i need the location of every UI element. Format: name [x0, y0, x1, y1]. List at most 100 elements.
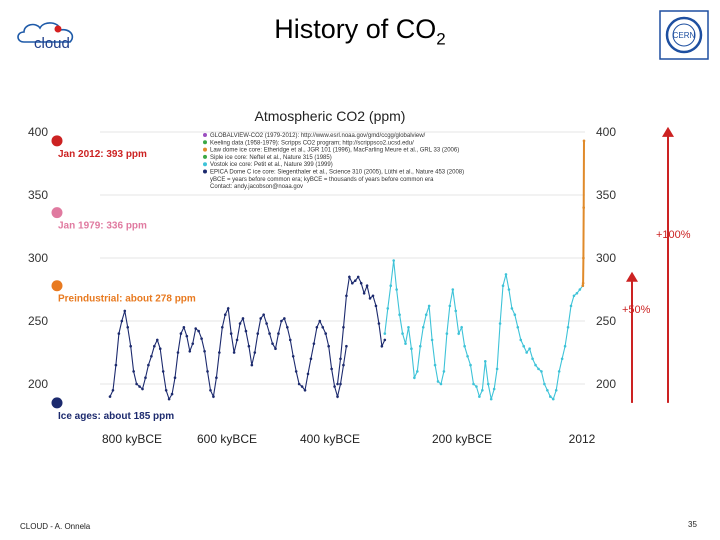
legend-entry: Vostok ice core: Petit et al., Nature 39… [210, 162, 333, 168]
legend-swatch [203, 154, 207, 159]
data-point [554, 389, 558, 392]
data-point [144, 376, 147, 380]
data-point [472, 382, 475, 386]
data-point [345, 344, 348, 348]
data-point [271, 342, 274, 345]
data-point [436, 380, 440, 383]
data-point [421, 326, 425, 329]
data-point [416, 370, 419, 373]
data-point [510, 307, 514, 310]
data-point [339, 382, 342, 386]
legend-entry: Keeling data (1958-1979): Scripps CO2 pr… [210, 140, 414, 146]
data-point [528, 347, 531, 351]
marker-dot [51, 280, 63, 292]
data-point [371, 294, 375, 298]
legend-entry: GLOBALVIEW-CO2 (1979-2012): http://www.e… [210, 133, 426, 139]
data-point [439, 382, 443, 386]
data-point [324, 332, 328, 335]
data-point [220, 326, 224, 329]
data-point [389, 284, 393, 288]
data-point [238, 322, 242, 325]
data-point [513, 313, 517, 317]
data-point [306, 372, 310, 376]
data-point [126, 326, 130, 329]
data-point [581, 284, 585, 288]
data-point [141, 387, 144, 391]
legend-entry: Law dome ice core: Etheridge et al., JGR… [210, 148, 459, 154]
data-point [478, 395, 481, 398]
data-point [374, 304, 378, 308]
data-point [244, 329, 248, 333]
data-point [454, 309, 458, 313]
data-point [291, 354, 295, 358]
data-point [368, 297, 372, 300]
data-point [563, 344, 567, 348]
x-tick-label: 800 kyBCE [102, 432, 162, 446]
data-point [318, 319, 322, 323]
data-point [525, 351, 528, 354]
cern-logo: CERN [659, 10, 709, 60]
data-point [132, 370, 135, 373]
legend-swatch [203, 147, 207, 152]
data-point [235, 338, 239, 342]
data-point [582, 206, 585, 209]
data-point [534, 363, 537, 367]
data-point [277, 332, 280, 335]
data-point [268, 332, 271, 335]
legend-swatch [203, 140, 207, 145]
data-point [315, 326, 319, 329]
data-point [551, 397, 555, 401]
data-point [359, 281, 363, 285]
data-point [407, 326, 410, 329]
data-point [582, 256, 585, 260]
data-point [206, 370, 209, 373]
data-point [489, 397, 493, 401]
data-point [185, 334, 189, 338]
data-point [138, 385, 141, 388]
data-point [516, 326, 520, 329]
marker-dot [51, 207, 63, 219]
data-point [383, 338, 387, 342]
page-number: 35 [688, 520, 697, 529]
marker-dot [51, 135, 63, 147]
data-point [161, 370, 165, 373]
data-point [460, 326, 463, 329]
marker-label: Ice ages: about 185 ppm [58, 411, 174, 422]
data-point [353, 279, 357, 282]
y-tick-label-left: 250 [28, 314, 48, 328]
data-point [176, 351, 180, 354]
data-point [483, 360, 487, 363]
data-point [274, 347, 277, 351]
data-point [404, 342, 407, 345]
data-point [581, 281, 585, 285]
data-point [135, 382, 138, 386]
data-point [200, 337, 203, 340]
data-point [188, 349, 192, 353]
data-point [280, 319, 283, 323]
x-tick-label: 200 kyBCE [432, 432, 492, 446]
data-point [218, 351, 221, 354]
legend-swatch [203, 169, 207, 174]
data-point [424, 313, 428, 317]
y-tick-label-left: 350 [28, 188, 48, 202]
data-point [229, 332, 233, 335]
data-point [560, 357, 564, 361]
data-point [232, 351, 236, 354]
data-point [333, 385, 336, 388]
data-point [351, 281, 354, 285]
series-line [581, 140, 585, 286]
data-point [286, 326, 289, 329]
x-tick-label: 600 kyBCE [197, 432, 257, 446]
data-point [395, 288, 398, 291]
data-point [336, 395, 339, 398]
data-point [392, 259, 395, 262]
data-point [401, 332, 404, 335]
data-point [253, 351, 257, 354]
data-point [330, 367, 333, 371]
data-point [469, 363, 472, 367]
data-point [492, 387, 496, 391]
data-point [226, 307, 230, 310]
y-tick-label-right: 200 [596, 377, 616, 391]
data-point [463, 344, 466, 348]
